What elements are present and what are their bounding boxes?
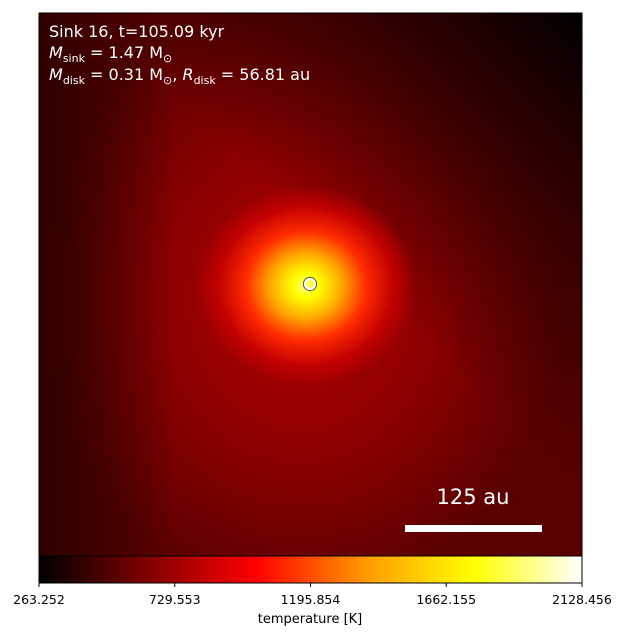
annotation-disk-mass-value: = 0.31 M xyxy=(85,65,163,84)
colorbar-tick-label: 1195.854 xyxy=(281,592,341,607)
annotation-sink-mass: Msink = 1.47 M⊙ xyxy=(49,43,172,65)
annotation-sink-mass-sun: ⊙ xyxy=(163,52,172,65)
heatmap-panel xyxy=(39,13,582,556)
colorbar-label: temperature [K] xyxy=(258,612,363,627)
annotation-disk: Mdisk = 0.31 M⊙, Rdisk = 56.81 au xyxy=(49,65,310,87)
colorbar xyxy=(38,555,583,584)
annotation-disk-mass-sun: ⊙ xyxy=(163,74,172,87)
annotation-disk-radius-sub: disk xyxy=(194,74,217,87)
colorbar-tick-label: 2128.456 xyxy=(552,592,612,607)
sink-marker xyxy=(303,277,317,291)
annotation-sink-mass-value: = 1.47 M xyxy=(85,43,163,62)
annotation-disk-mass-sub: disk xyxy=(63,74,86,87)
annotation-disk-radius-value: = 56.81 au xyxy=(216,65,310,84)
annotation-disk-radius-symbol: R xyxy=(182,65,193,84)
colorbar-tick-label: 263.252 xyxy=(13,592,65,607)
annotation-sink-mass-symbol: M xyxy=(49,43,63,62)
colorbar-tick-label: 729.553 xyxy=(149,592,201,607)
scale-bar-label: 125 au xyxy=(437,485,510,509)
sink-marker-outline xyxy=(302,276,318,292)
annotation-disk-sep: , xyxy=(172,65,182,84)
annotation-disk-mass-symbol: M xyxy=(49,65,63,84)
annotation-sink-time: Sink 16, t=105.09 kyr xyxy=(49,22,225,41)
colorbar-tick-label: 1662.155 xyxy=(416,592,476,607)
scale-bar xyxy=(405,525,542,532)
annotation-sink-mass-sub: sink xyxy=(63,52,86,65)
colorbar-ticks: 263.252 729.553 1195.854 1662.155 2128.456 xyxy=(13,583,612,607)
